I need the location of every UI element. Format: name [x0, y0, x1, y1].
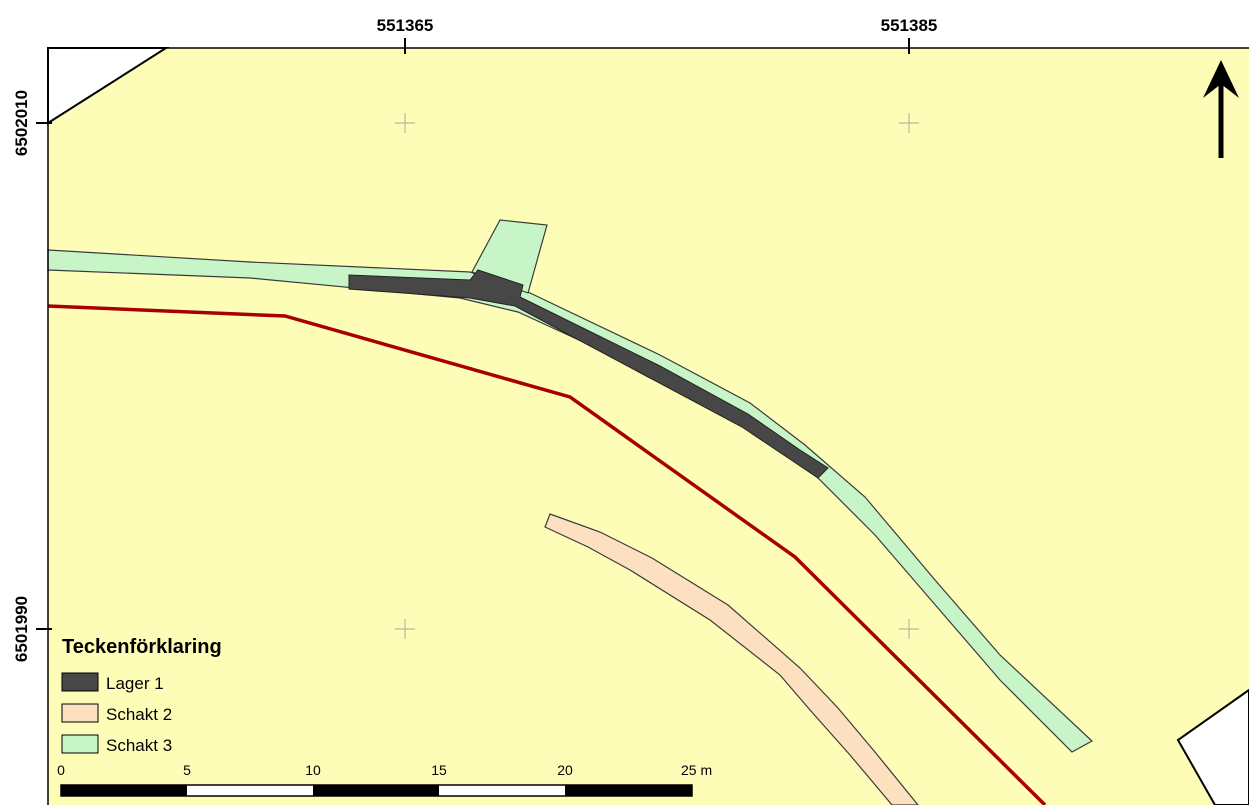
outside-area-bottom-right	[1176, 688, 1249, 805]
scale-label: 0	[57, 762, 65, 778]
scale-label: 25 m	[681, 762, 712, 778]
northing-label: 6502010	[12, 90, 31, 156]
legend-label-schakt3: Schakt 3	[106, 736, 172, 755]
legend-title: Teckenförklaring	[62, 636, 222, 658]
scale-label: 20	[557, 762, 573, 778]
schakt2-feature	[544, 513, 919, 805]
coordinate-ticks	[36, 38, 910, 630]
legend-swatch-schakt3	[61, 734, 99, 754]
grid-crosses	[395, 113, 919, 639]
legend-swatch-schakt2	[61, 703, 99, 723]
easting-label: 551385	[881, 16, 938, 35]
north-arrow-icon	[1203, 60, 1239, 158]
scale-label: 5	[183, 762, 191, 778]
scale-bar: 0 5 10 15 20 25 m	[57, 762, 712, 797]
legend-swatch-lager1	[61, 672, 99, 692]
scale-label: 15	[431, 762, 447, 778]
boundary-line	[47, 304, 1047, 805]
northing-label: 6501990	[12, 596, 31, 662]
legend: Teckenförklaring Lager 1 Schakt 2 Schakt…	[61, 636, 222, 755]
scale-label: 10	[305, 762, 321, 778]
legend-label-schakt2: Schakt 2	[106, 705, 172, 724]
map-background	[48, 48, 1249, 805]
easting-label: 551365	[377, 16, 434, 35]
lager1-feature	[348, 269, 829, 479]
legend-label-lager1: Lager 1	[106, 674, 164, 693]
schakt3-strip	[47, 249, 1094, 753]
